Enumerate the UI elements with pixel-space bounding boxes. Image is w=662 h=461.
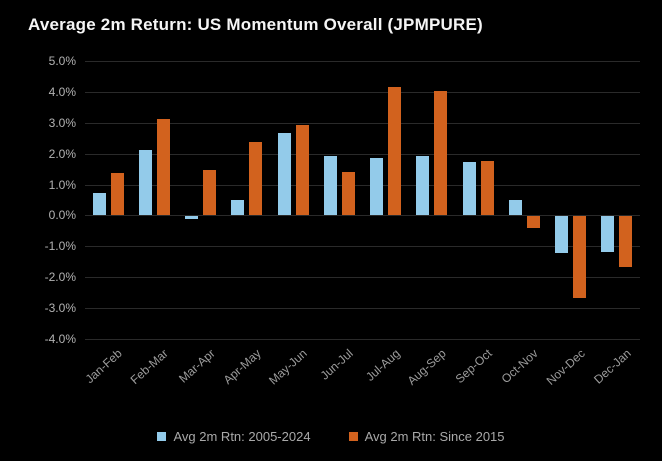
bar-series1-nov-dec	[555, 216, 568, 253]
legend-label-series1: Avg 2m Rtn: 2005-2024	[173, 429, 311, 444]
gridline	[85, 308, 640, 309]
bar-series1-oct-nov	[509, 200, 522, 215]
bar-series2-jul-aug	[388, 87, 401, 215]
bar-series2-jan-feb	[111, 173, 124, 215]
chart-title: Average 2m Return: US Momentum Overall (…	[28, 15, 483, 34]
y-axis-tick-label: 2.0%	[48, 147, 76, 161]
y-axis-tick-label: -1.0%	[44, 239, 76, 253]
legend-item-series2: Avg 2m Rtn: Since 2015	[348, 429, 505, 444]
y-axis-tick-label: 4.0%	[48, 85, 76, 99]
bar-series2-mar-apr	[203, 170, 216, 215]
gridline	[85, 123, 640, 124]
y-axis-tick-label: 3.0%	[48, 116, 76, 130]
gridline	[85, 339, 640, 340]
gridline	[85, 277, 640, 278]
bar-series2-sep-oct	[481, 161, 494, 215]
gridline	[85, 185, 640, 186]
bar-series2-nov-dec	[573, 216, 586, 298]
y-axis-tick-label: -2.0%	[44, 270, 76, 284]
gridline	[85, 246, 640, 247]
y-axis-tick-label: -3.0%	[44, 301, 76, 315]
y-axis-tick-label: 1.0%	[48, 178, 76, 192]
y-axis-tick-label: 5.0%	[48, 54, 76, 68]
bar-series1-apr-may	[231, 200, 244, 215]
bar-series1-jun-jul	[324, 156, 337, 215]
bar-series1-sep-oct	[463, 162, 476, 215]
legend-item-series1: Avg 2m Rtn: 2005-2024	[157, 429, 311, 444]
gridline	[85, 154, 640, 155]
bar-series1-mar-apr	[185, 216, 198, 219]
bar-series1-jan-feb	[93, 193, 106, 215]
y-axis-tick-label: -4.0%	[44, 332, 76, 346]
bar-series2-apr-may	[249, 142, 262, 215]
bar-series1-dec-jan	[601, 216, 614, 252]
legend-swatch-series2	[348, 432, 358, 441]
bar-series2-jun-jul	[342, 172, 355, 215]
bar-series1-may-jun	[278, 133, 291, 215]
bar-series2-dec-jan	[619, 216, 632, 267]
gridline	[85, 215, 640, 216]
y-axis-tick-label: 0.0%	[48, 208, 76, 222]
legend: Avg 2m Rtn: 2005-2024 Avg 2m Rtn: Since 2…	[0, 429, 662, 444]
bar-series1-aug-sep	[416, 156, 429, 215]
gridline	[85, 61, 640, 62]
bar-series2-oct-nov	[527, 216, 540, 228]
bar-series2-aug-sep	[434, 91, 447, 215]
bar-series2-may-jun	[296, 125, 309, 215]
bar-series1-feb-mar	[139, 150, 152, 215]
bar-series2-feb-mar	[157, 119, 170, 215]
gridline	[85, 92, 640, 93]
bar-series1-jul-aug	[370, 158, 383, 215]
legend-swatch-series1	[157, 432, 167, 441]
legend-label-series2: Avg 2m Rtn: Since 2015	[364, 429, 505, 444]
